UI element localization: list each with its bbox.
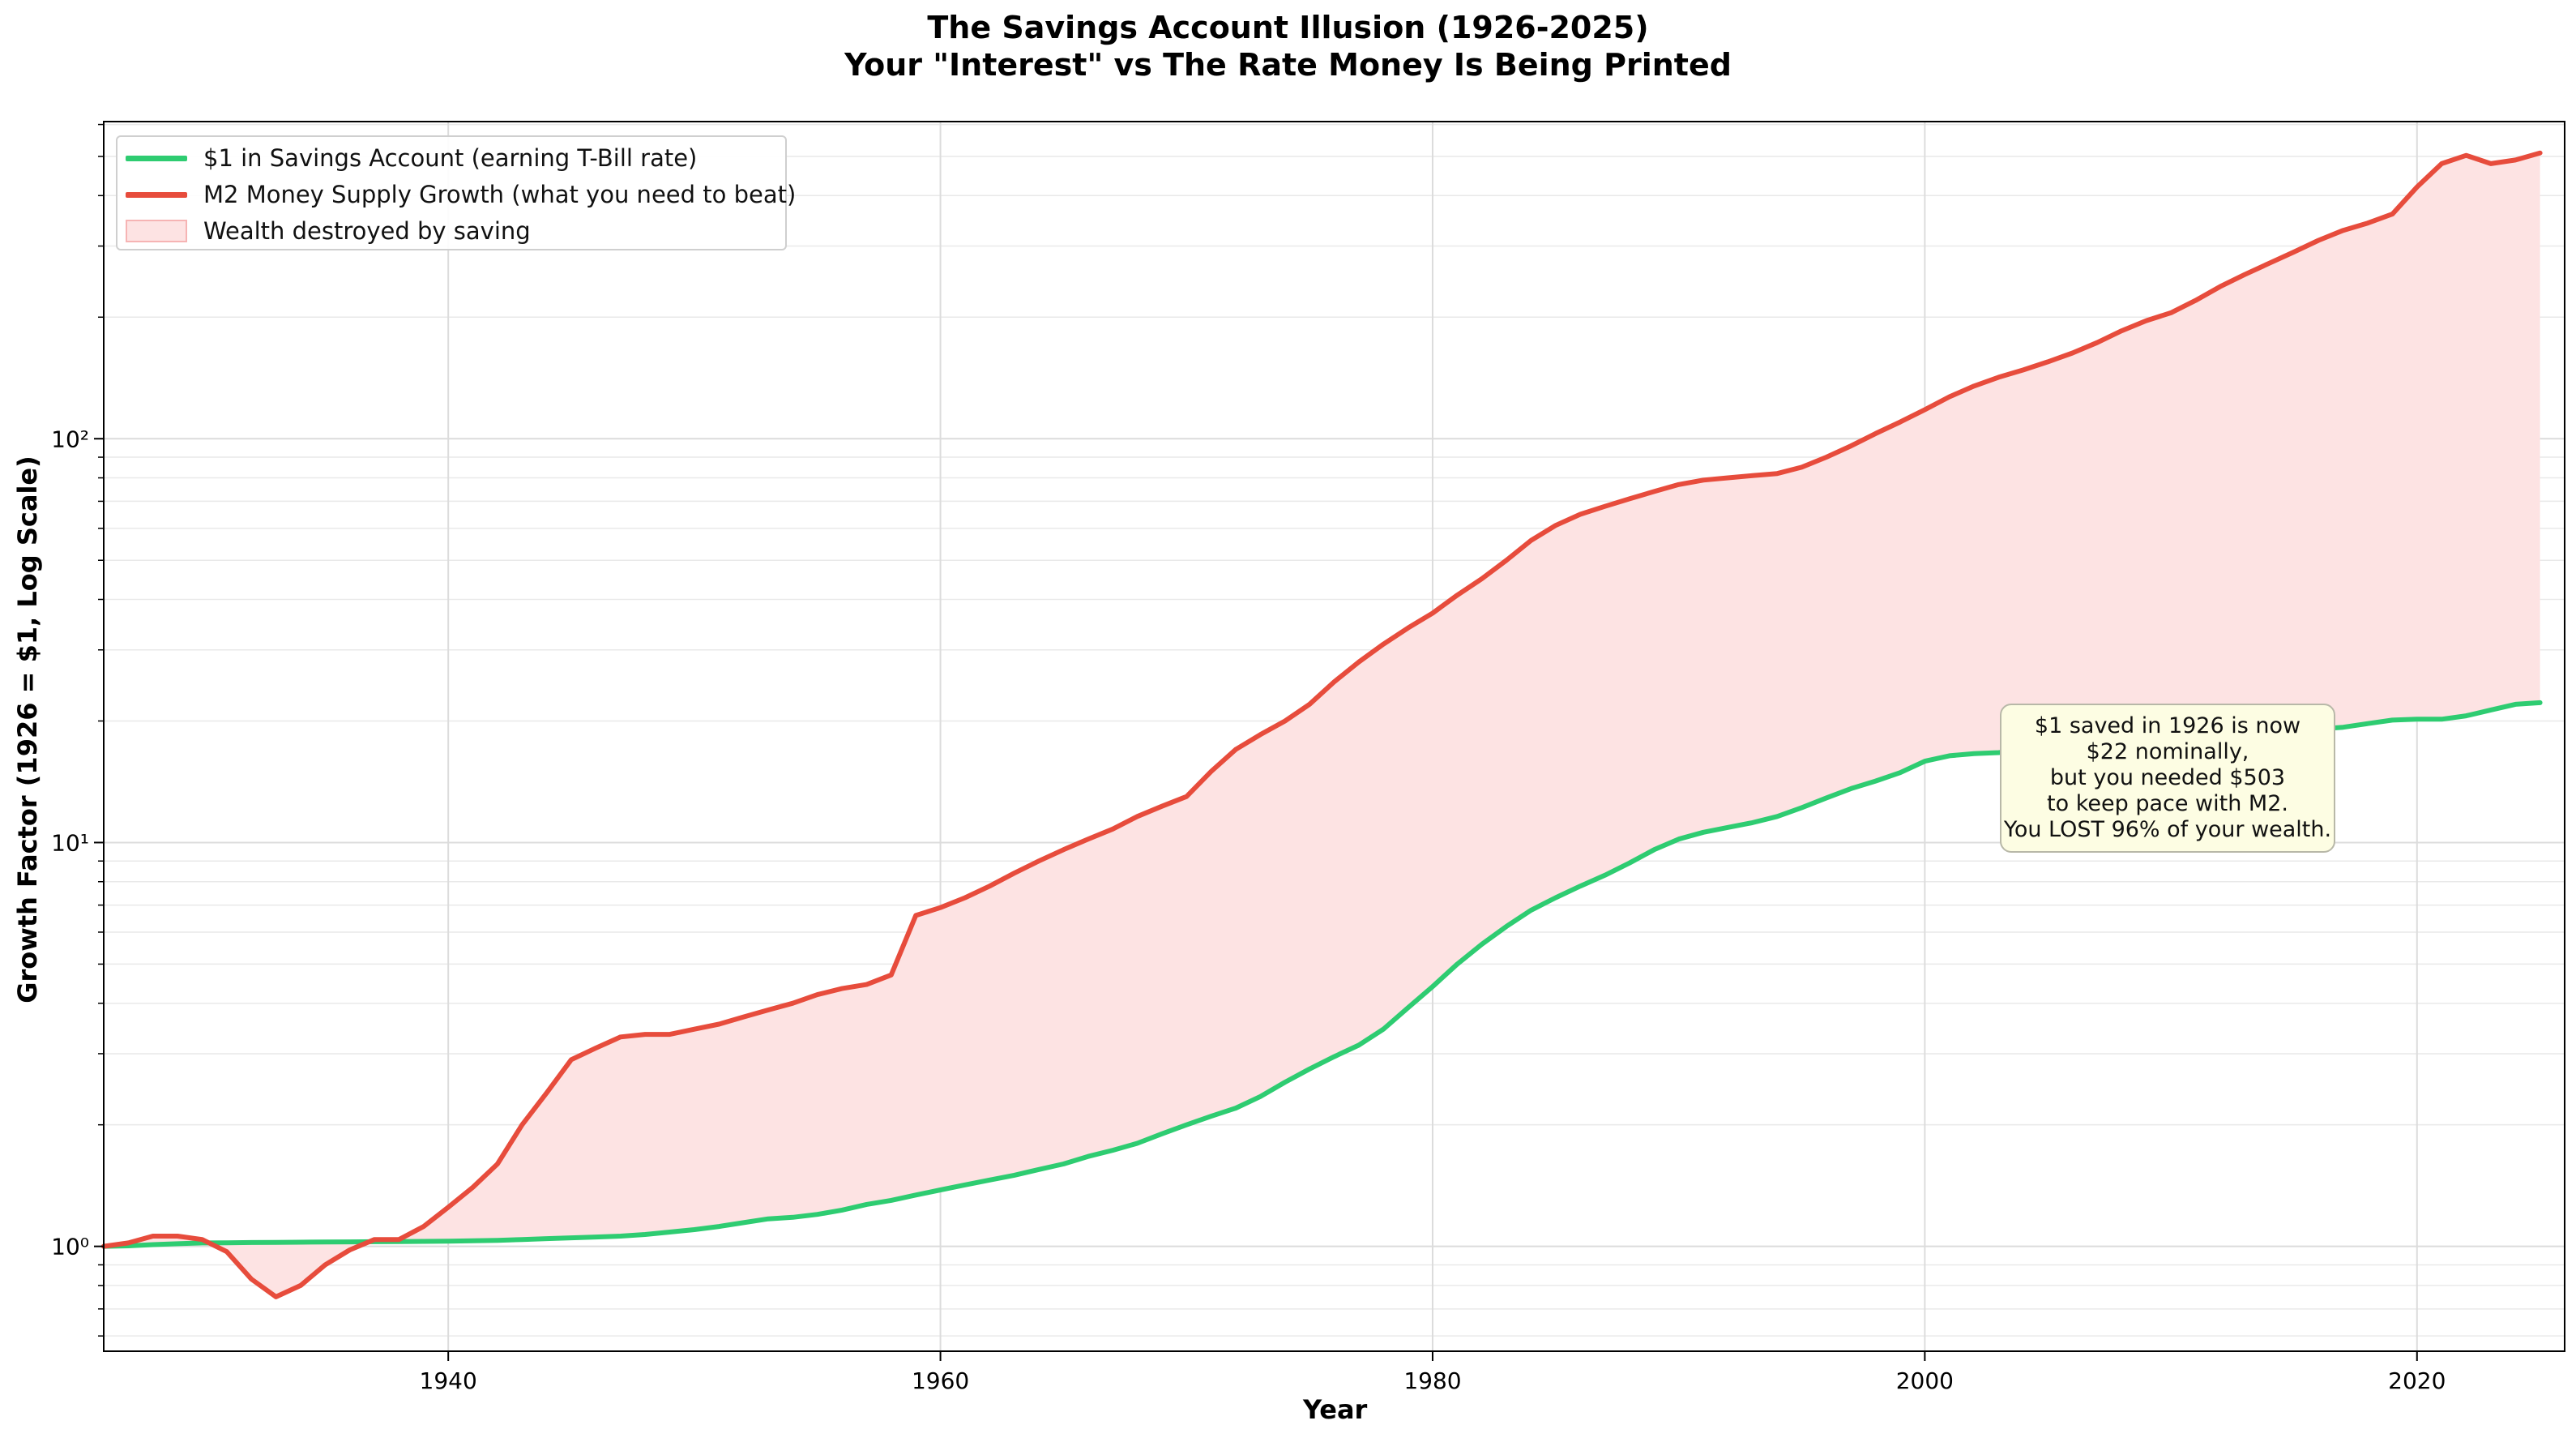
legend-item-wealth-destroyed: Wealth destroyed by saving — [126, 213, 531, 249]
y-axis-label: Growth Factor (1926 = $1, Log Scale) — [12, 456, 43, 1003]
y-tick-label: 10¹ — [51, 829, 89, 856]
x-tick-label: 1980 — [1403, 1367, 1461, 1394]
chart-title: The Savings Account Illusion (1926-2025) — [927, 10, 1649, 45]
legend-swatch-savings — [126, 155, 187, 161]
annotation-line-4: to keep pace with M2. — [2047, 791, 2288, 816]
x-tick-label: 1960 — [912, 1367, 969, 1394]
legend-item-savings: $1 in Savings Account (earning T-Bill ra… — [126, 140, 697, 176]
y-tick-label: 10² — [51, 426, 89, 452]
legend-label-m2: M2 Money Supply Growth (what you need to… — [203, 181, 797, 208]
m2-series-line — [101, 150, 2543, 1299]
annotation-line-5: You LOST 96% of your wealth. — [2003, 817, 2332, 842]
fill-layer — [104, 152, 2540, 1297]
annotation-box: $1 saved in 1926 is now $22 nominally, b… — [2000, 704, 2335, 853]
chart-subtitle: Your "Interest" vs The Rate Money Is Bei… — [844, 47, 1732, 83]
x-tick-label: 1940 — [420, 1367, 477, 1394]
x-tick-label: 2020 — [2388, 1367, 2446, 1394]
x-tick-label: 2000 — [1896, 1367, 1954, 1394]
legend-swatch-m2 — [126, 191, 187, 198]
legend-item-m2: M2 Money Supply Growth (what you need to… — [126, 177, 796, 212]
legend-label-savings: $1 in Savings Account (earning T-Bill ra… — [203, 144, 698, 172]
y-tick-label: 10⁰ — [51, 1234, 89, 1260]
tick-layer: 10⁰ 10¹ 10² 1940 1960 1980 2000 2020 — [51, 123, 2446, 1394]
wealth-destroyed-area — [104, 152, 2540, 1297]
annotation-line-2: $22 nominally, — [2086, 739, 2249, 764]
x-axis-label: Year — [1303, 1394, 1368, 1425]
annotation-line-1: $1 saved in 1926 is now — [2034, 713, 2301, 738]
annotation-line-3: but you needed $503 — [2049, 765, 2286, 790]
legend: $1 in Savings Account (earning T-Bill ra… — [116, 135, 796, 250]
plot-frame — [103, 121, 2565, 1352]
legend-swatch-wealth-destroyed — [126, 220, 187, 242]
legend-label-wealth-destroyed: Wealth destroyed by saving — [203, 217, 531, 245]
